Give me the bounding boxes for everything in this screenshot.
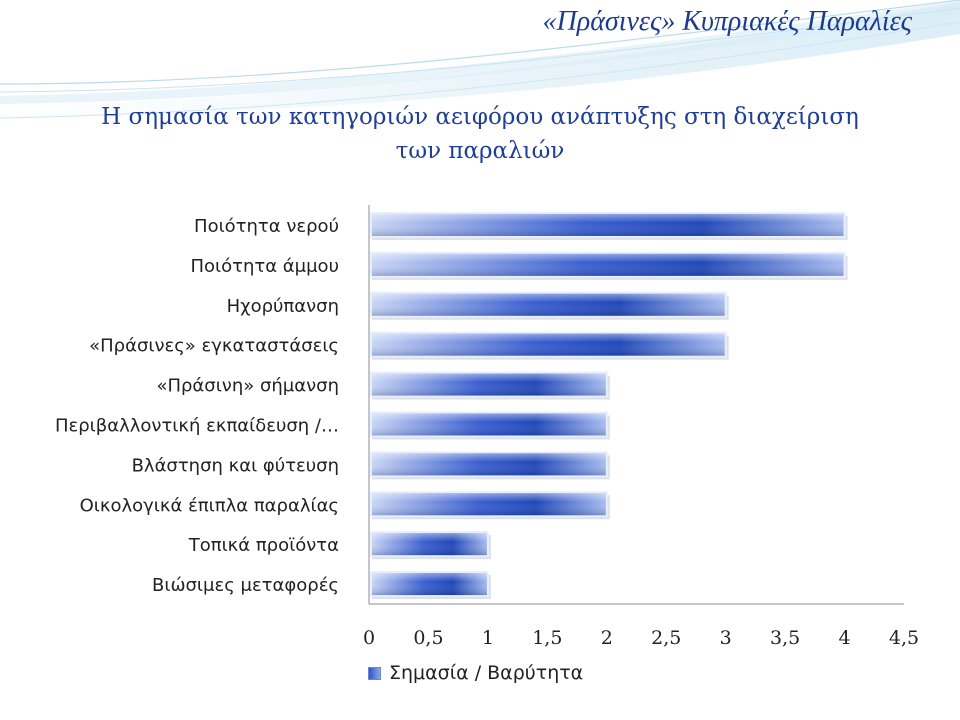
category-label: Τοπικά προϊόντα — [188, 535, 339, 556]
slide-title: «Πράσινες» Κυπριακές Παραλίες — [542, 6, 912, 37]
x-tick-label: 2,5 — [651, 627, 681, 649]
bar-highlight — [372, 453, 606, 476]
x-tick-label: 4 — [839, 627, 851, 649]
bar-highlight — [372, 493, 606, 516]
x-tick-label: 3 — [720, 627, 732, 649]
bar-highlight — [372, 293, 725, 316]
bar-highlight — [372, 333, 725, 356]
category-label: Οικολογικά έπιπλα παραλίας — [80, 495, 339, 516]
category-label: Ηχορύπανση — [227, 296, 339, 317]
x-tick-label: 4,5 — [889, 627, 919, 649]
bar-highlight — [372, 533, 487, 556]
header-swoosh-decoration — [0, 0, 960, 120]
bar-highlight — [372, 373, 606, 396]
bar-highlight — [372, 573, 487, 596]
bar-highlight — [372, 213, 844, 236]
chart-legend: Σημασία / Βαρύτητα — [368, 662, 583, 684]
legend-swatch — [368, 666, 381, 680]
bar-highlight — [372, 253, 844, 276]
x-tick-label: 0 — [363, 627, 375, 649]
category-label: Ποιότητα νερού — [194, 216, 339, 237]
chart-title-line-2: των παραλιών — [395, 138, 565, 164]
bar-highlight — [372, 413, 606, 436]
category-label: «Πράσινη» σήμανση — [156, 376, 339, 397]
x-tick-label: 2 — [601, 627, 613, 649]
x-tick-label: 1 — [482, 627, 494, 649]
category-label: «Πράσινες» εγκαταστάσεις — [89, 336, 339, 357]
x-tick-label: 0,5 — [413, 627, 443, 649]
legend-label: Σημασία / Βαρύτητα — [389, 662, 584, 684]
chart-title-line-1: Η σημασία των κατηγοριών αειφόρου ανάπτυ… — [101, 104, 859, 130]
x-tick-label: 3,5 — [770, 627, 800, 649]
category-label: Βλάστηση και φύτευση — [132, 455, 339, 476]
x-tick-label: 1,5 — [532, 627, 562, 649]
chart-title: Η σημασία των κατηγοριών αειφόρου ανάπτυ… — [0, 100, 960, 168]
category-label: Βιώσιμες μεταφορές — [152, 575, 339, 596]
category-label: Περιβαλλοντική εκπαίδευση /… — [55, 415, 339, 436]
category-label: Ποιότητα άμμου — [190, 256, 339, 277]
